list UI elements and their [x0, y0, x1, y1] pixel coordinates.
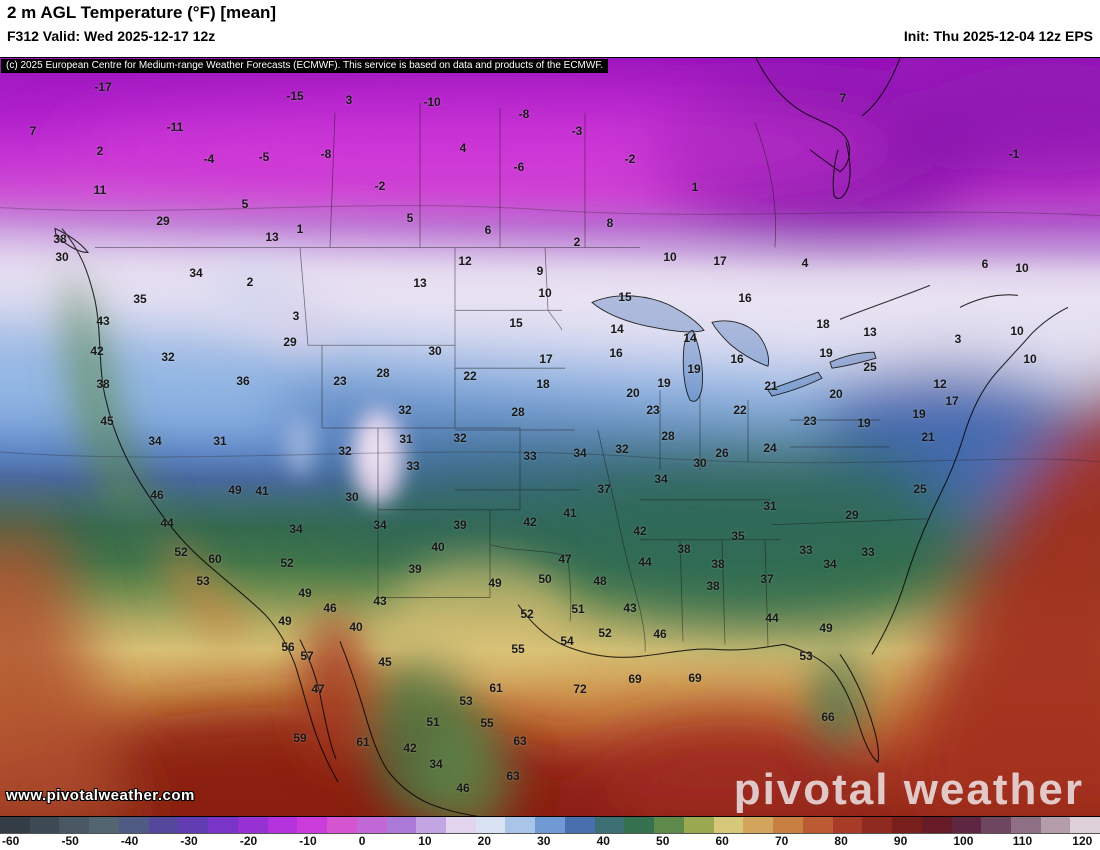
colorbar-tick: 30 — [537, 834, 551, 848]
colorbar-tick: -40 — [120, 834, 139, 848]
colorbar-tick: 0 — [358, 834, 366, 848]
colorbar-tick: 20 — [477, 834, 492, 848]
colorbar-segment — [921, 817, 952, 833]
colorbar-segment — [89, 817, 119, 833]
colorbar-tick: 80 — [834, 834, 848, 848]
colorbar-segment — [981, 817, 1011, 833]
state-borders — [95, 102, 929, 652]
colorbar-segment — [832, 817, 863, 833]
colorbar-tick: 90 — [893, 834, 908, 848]
colorbar-tick: -60 — [2, 834, 20, 848]
colorbar-segment — [386, 817, 417, 833]
colorbar-segment — [862, 817, 893, 833]
colorbar-segment — [178, 817, 209, 833]
colorbar-segment — [356, 817, 387, 833]
colorbar-tick: 120 — [1072, 834, 1093, 848]
copyright-bar: (c) 2025 European Centre for Medium-rang… — [1, 59, 609, 73]
colorbar-segment — [802, 817, 833, 833]
colorbar-tick: 10 — [418, 834, 432, 848]
colorbar-tick: 40 — [596, 834, 610, 848]
colorbar-segment — [535, 817, 565, 833]
colorbar-segment — [237, 817, 268, 833]
colorbar-tick: -10 — [299, 834, 317, 848]
colorbar-segment — [267, 817, 298, 833]
colorbar-tick: 50 — [656, 834, 670, 848]
coastline-paths — [54, 58, 1069, 816]
init-time-label: Init: Thu 2025-12-04 12z EPS — [903, 28, 1093, 44]
colorbar-tick: 70 — [774, 834, 789, 848]
temperature-field-local — [67, 262, 864, 816]
colorbar-tick: 110 — [1012, 834, 1033, 848]
colorbar-tick: -20 — [239, 834, 258, 848]
colorbar-segment — [1070, 817, 1100, 833]
colorbar-segment — [773, 817, 803, 833]
colorbar-segment — [208, 817, 238, 833]
header: 2 m AGL Temperature (°F) [mean] F312 Val… — [0, 0, 1100, 57]
great-lakes — [591, 295, 877, 402]
colorbar-segment — [416, 817, 447, 833]
colorbar-tick: -30 — [180, 834, 198, 848]
pivotal-weather-logo: pivotal weather — [733, 765, 1084, 814]
colorbar-segment — [327, 817, 357, 833]
colorbar-segment — [713, 817, 744, 833]
colorbar-segment — [624, 817, 655, 833]
temperature-field-regions — [0, 58, 1100, 816]
colorbar-segment — [148, 817, 179, 833]
colorbar-tick: -50 — [61, 834, 79, 848]
colorbar-segment — [505, 817, 536, 833]
colorbar-segment — [297, 817, 328, 833]
colorbar — [0, 817, 1100, 834]
watermark-url: www.pivotalweather.com — [6, 787, 195, 804]
colorbar-segment — [564, 817, 595, 833]
colorbar-segment — [683, 817, 714, 833]
colorbar-segment — [951, 817, 982, 833]
colorbar-segment — [654, 817, 684, 833]
colorbar-segment — [446, 817, 476, 833]
colorbar-segment — [1040, 817, 1071, 833]
colorbar-segment — [59, 817, 90, 833]
colorbar-segment — [743, 817, 774, 833]
colorbar-segment — [594, 817, 625, 833]
colorbar-segment — [118, 817, 149, 833]
temperature-contours — [0, 205, 1100, 464]
temperature-map-canvas — [0, 58, 1100, 816]
colorbar-segment — [892, 817, 922, 833]
valid-time-label: F312 Valid: Wed 2025-12-17 12z — [7, 28, 216, 44]
page-title: 2 m AGL Temperature (°F) [mean] — [7, 3, 277, 22]
colorbar-segment — [1010, 817, 1041, 833]
colorbar-tick: 100 — [953, 834, 974, 848]
temperature-map: -17 7 -15 3 -10 -8 -11 2 -4 -5 -8 -3 4 -6 -2 7 -1 11 -2 1 5 2… — [0, 57, 1100, 817]
colorbar-tick: 60 — [715, 834, 729, 848]
colorbar-segment — [475, 817, 506, 833]
colorbar-segment — [29, 817, 60, 833]
colorbar-segment — [0, 817, 30, 833]
colorbar-ticks: -60 -50 -40 -30 -20 -10 0 10 20 30 40 50 60 70 80 90 100… — [0, 834, 1100, 850]
